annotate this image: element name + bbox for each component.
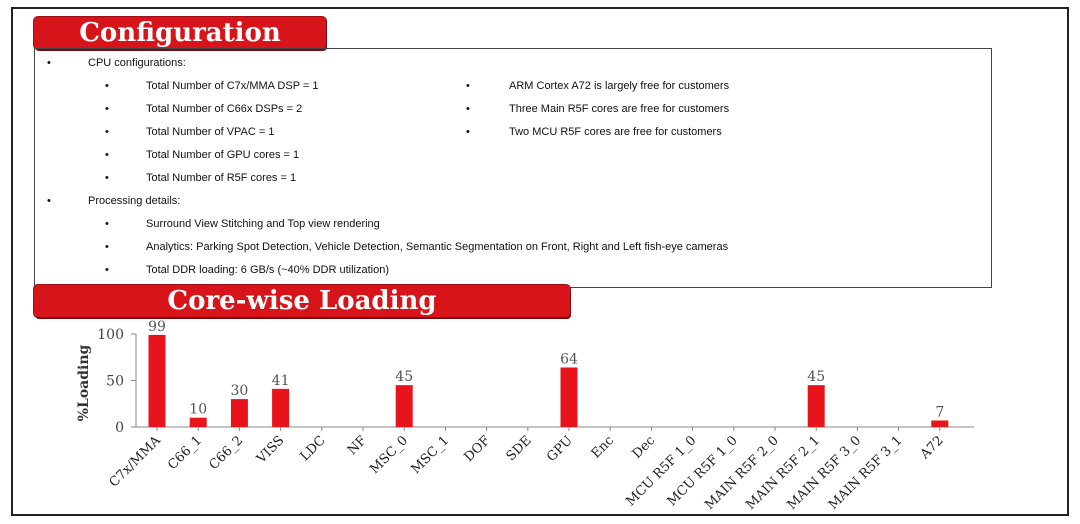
bullet-dot: • <box>105 80 109 92</box>
y-tick-label: 100 <box>97 327 124 343</box>
bar <box>931 420 949 427</box>
bullet-dot: • <box>105 241 109 253</box>
x-tick-label: LDC <box>298 433 329 464</box>
bar <box>189 417 207 427</box>
x-tick-label: MSC_1 <box>408 433 452 477</box>
cpu-item: Total Number of R5F cores = 1 <box>146 172 297 184</box>
free-item: Three Main R5F cores are free for custom… <box>509 103 730 115</box>
x-tick-label: C7x/MMA <box>107 433 165 491</box>
bar <box>395 385 413 427</box>
x-tick-label: MCU R5F 1_0 <box>665 433 741 509</box>
core-wise-loading-banner: Core-wise Loading <box>34 285 570 317</box>
x-tick-label: SDE <box>504 433 535 464</box>
x-tick-label: Dec <box>630 433 659 462</box>
processing-item: Analytics: Parking Spot Detection, Vehic… <box>146 241 729 253</box>
processing-item: Surround View Stitching and Top view ren… <box>146 218 380 230</box>
data-label: 64 <box>560 351 578 367</box>
y-tick-label: 50 <box>106 374 124 390</box>
x-tick-label: MAIN R5F 3_0 <box>785 433 865 513</box>
bar <box>560 367 578 427</box>
bullet-dot: • <box>466 126 470 138</box>
x-tick-label: C66_2 <box>206 433 246 473</box>
bullet-dot: • <box>466 103 470 115</box>
cpu-item: Total Number of C66x DSPs = 2 <box>146 103 303 115</box>
cpu-item: Total Number of GPU cores = 1 <box>146 149 300 161</box>
x-tick-label: MAIN R5F 3_1 <box>826 433 906 513</box>
bullet-dot: • <box>105 149 109 161</box>
bullet-dot: • <box>47 57 51 69</box>
x-tick-label: MCU R5F 1_0 <box>623 433 699 509</box>
x-tick-label: MAIN R5F 2_1 <box>743 433 823 513</box>
cpu-item: Total Number of VPAC = 1 <box>146 126 275 138</box>
bullet-dot: • <box>466 80 470 92</box>
bullet-dot: • <box>47 195 51 207</box>
cpu-item: Total Number of C7x/MMA DSP = 1 <box>146 80 319 92</box>
x-tick-label: VISS <box>253 433 287 467</box>
data-label: 10 <box>189 402 207 418</box>
x-tick-label: C66_1 <box>165 433 205 473</box>
bullet-dot: • <box>105 172 109 184</box>
x-tick-label: MSC_0 <box>367 433 411 477</box>
bar <box>807 385 825 427</box>
configuration-banner: Configuration <box>34 17 326 49</box>
bullet-dot: • <box>105 264 109 276</box>
processing-details-heading: Processing details: <box>88 195 181 207</box>
bar <box>148 334 166 427</box>
y-tick-label: 0 <box>115 420 124 436</box>
x-tick-label: MAIN R5F 2_0 <box>702 433 782 513</box>
x-tick-label: GPU <box>544 433 576 465</box>
free-item: Two MCU R5F cores are free for customers <box>509 126 722 138</box>
y-axis-title: %Loading <box>76 344 92 421</box>
x-tick-label: A72 <box>917 433 947 463</box>
bar <box>230 399 248 427</box>
data-label: 45 <box>807 369 825 385</box>
data-label: 45 <box>395 369 413 385</box>
data-label: 30 <box>230 383 248 399</box>
bar <box>272 388 290 427</box>
processing-item: Total DDR loading: 6 GB/s (~40% DDR util… <box>146 264 390 276</box>
bullet-dot: • <box>105 126 109 138</box>
cpu-configurations-heading: CPU configurations: <box>88 57 186 69</box>
data-label: 41 <box>272 373 290 389</box>
data-label: 7 <box>935 404 944 420</box>
bullet-dot: • <box>105 103 109 115</box>
x-tick-label: Enc <box>589 433 617 461</box>
bullet-dot: • <box>105 218 109 230</box>
data-label: 99 <box>148 319 166 335</box>
x-tick-label: DOF <box>462 433 494 465</box>
x-tick-label: NF <box>345 433 370 458</box>
slide-frame <box>11 7 1069 516</box>
free-item: ARM Cortex A72 is largely free for custo… <box>509 80 730 92</box>
